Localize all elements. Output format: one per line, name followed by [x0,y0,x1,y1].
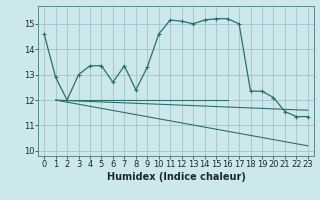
X-axis label: Humidex (Indice chaleur): Humidex (Indice chaleur) [107,172,245,182]
